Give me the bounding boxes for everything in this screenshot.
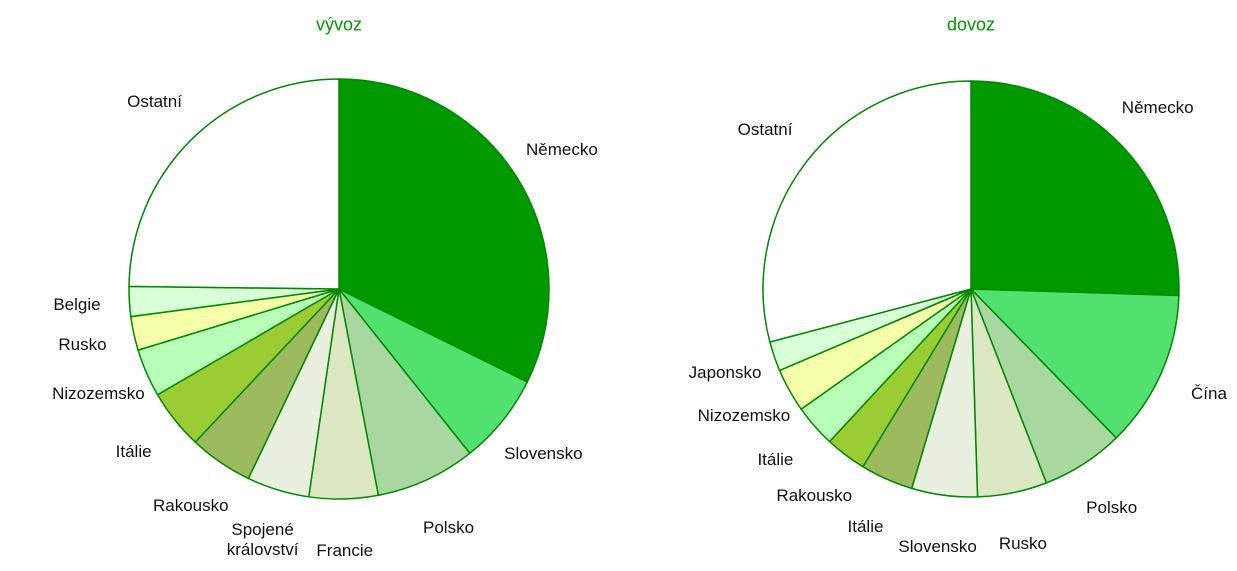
chart-title: vývoz bbox=[315, 14, 363, 35]
slice-label: Francie bbox=[316, 541, 374, 561]
slice-label: Slovensko bbox=[504, 443, 583, 463]
pie-slice bbox=[969, 288, 1180, 439]
slice-label: Polsko bbox=[1086, 497, 1138, 517]
slice-label: Rakousko bbox=[776, 486, 853, 506]
slice-label: Itálie bbox=[757, 450, 794, 470]
slice-label: Belgie bbox=[53, 294, 101, 314]
slice-label: Rusko bbox=[58, 334, 107, 354]
slice-label: Itálie bbox=[847, 516, 884, 536]
slice-label: Polsko bbox=[423, 517, 475, 537]
pie-slice bbox=[762, 80, 972, 343]
slice-label: Německo bbox=[526, 140, 598, 160]
pie-slice bbox=[338, 78, 550, 383]
chart-title: dovoz bbox=[946, 14, 996, 35]
slice-label: Rakousko bbox=[152, 495, 229, 515]
slice-label: Spojené království bbox=[226, 520, 299, 560]
slice-label: Slovensko bbox=[898, 536, 977, 556]
slice-label: Nizozemsko bbox=[697, 405, 791, 425]
slice-label: Německo bbox=[1121, 98, 1194, 118]
slice-label: Japonsko bbox=[688, 363, 762, 383]
slice-label: Nizozemsko bbox=[52, 384, 145, 403]
slice-label: Itálie bbox=[115, 442, 152, 462]
slice-label: Čína bbox=[1190, 383, 1227, 403]
pie-slice bbox=[338, 288, 471, 497]
slice-label: Ostatní bbox=[127, 92, 182, 112]
pie-slice bbox=[970, 80, 1180, 297]
slice-label: Rusko bbox=[998, 533, 1048, 553]
pie-slice bbox=[128, 78, 340, 290]
slice-label: Ostatní bbox=[737, 120, 793, 140]
